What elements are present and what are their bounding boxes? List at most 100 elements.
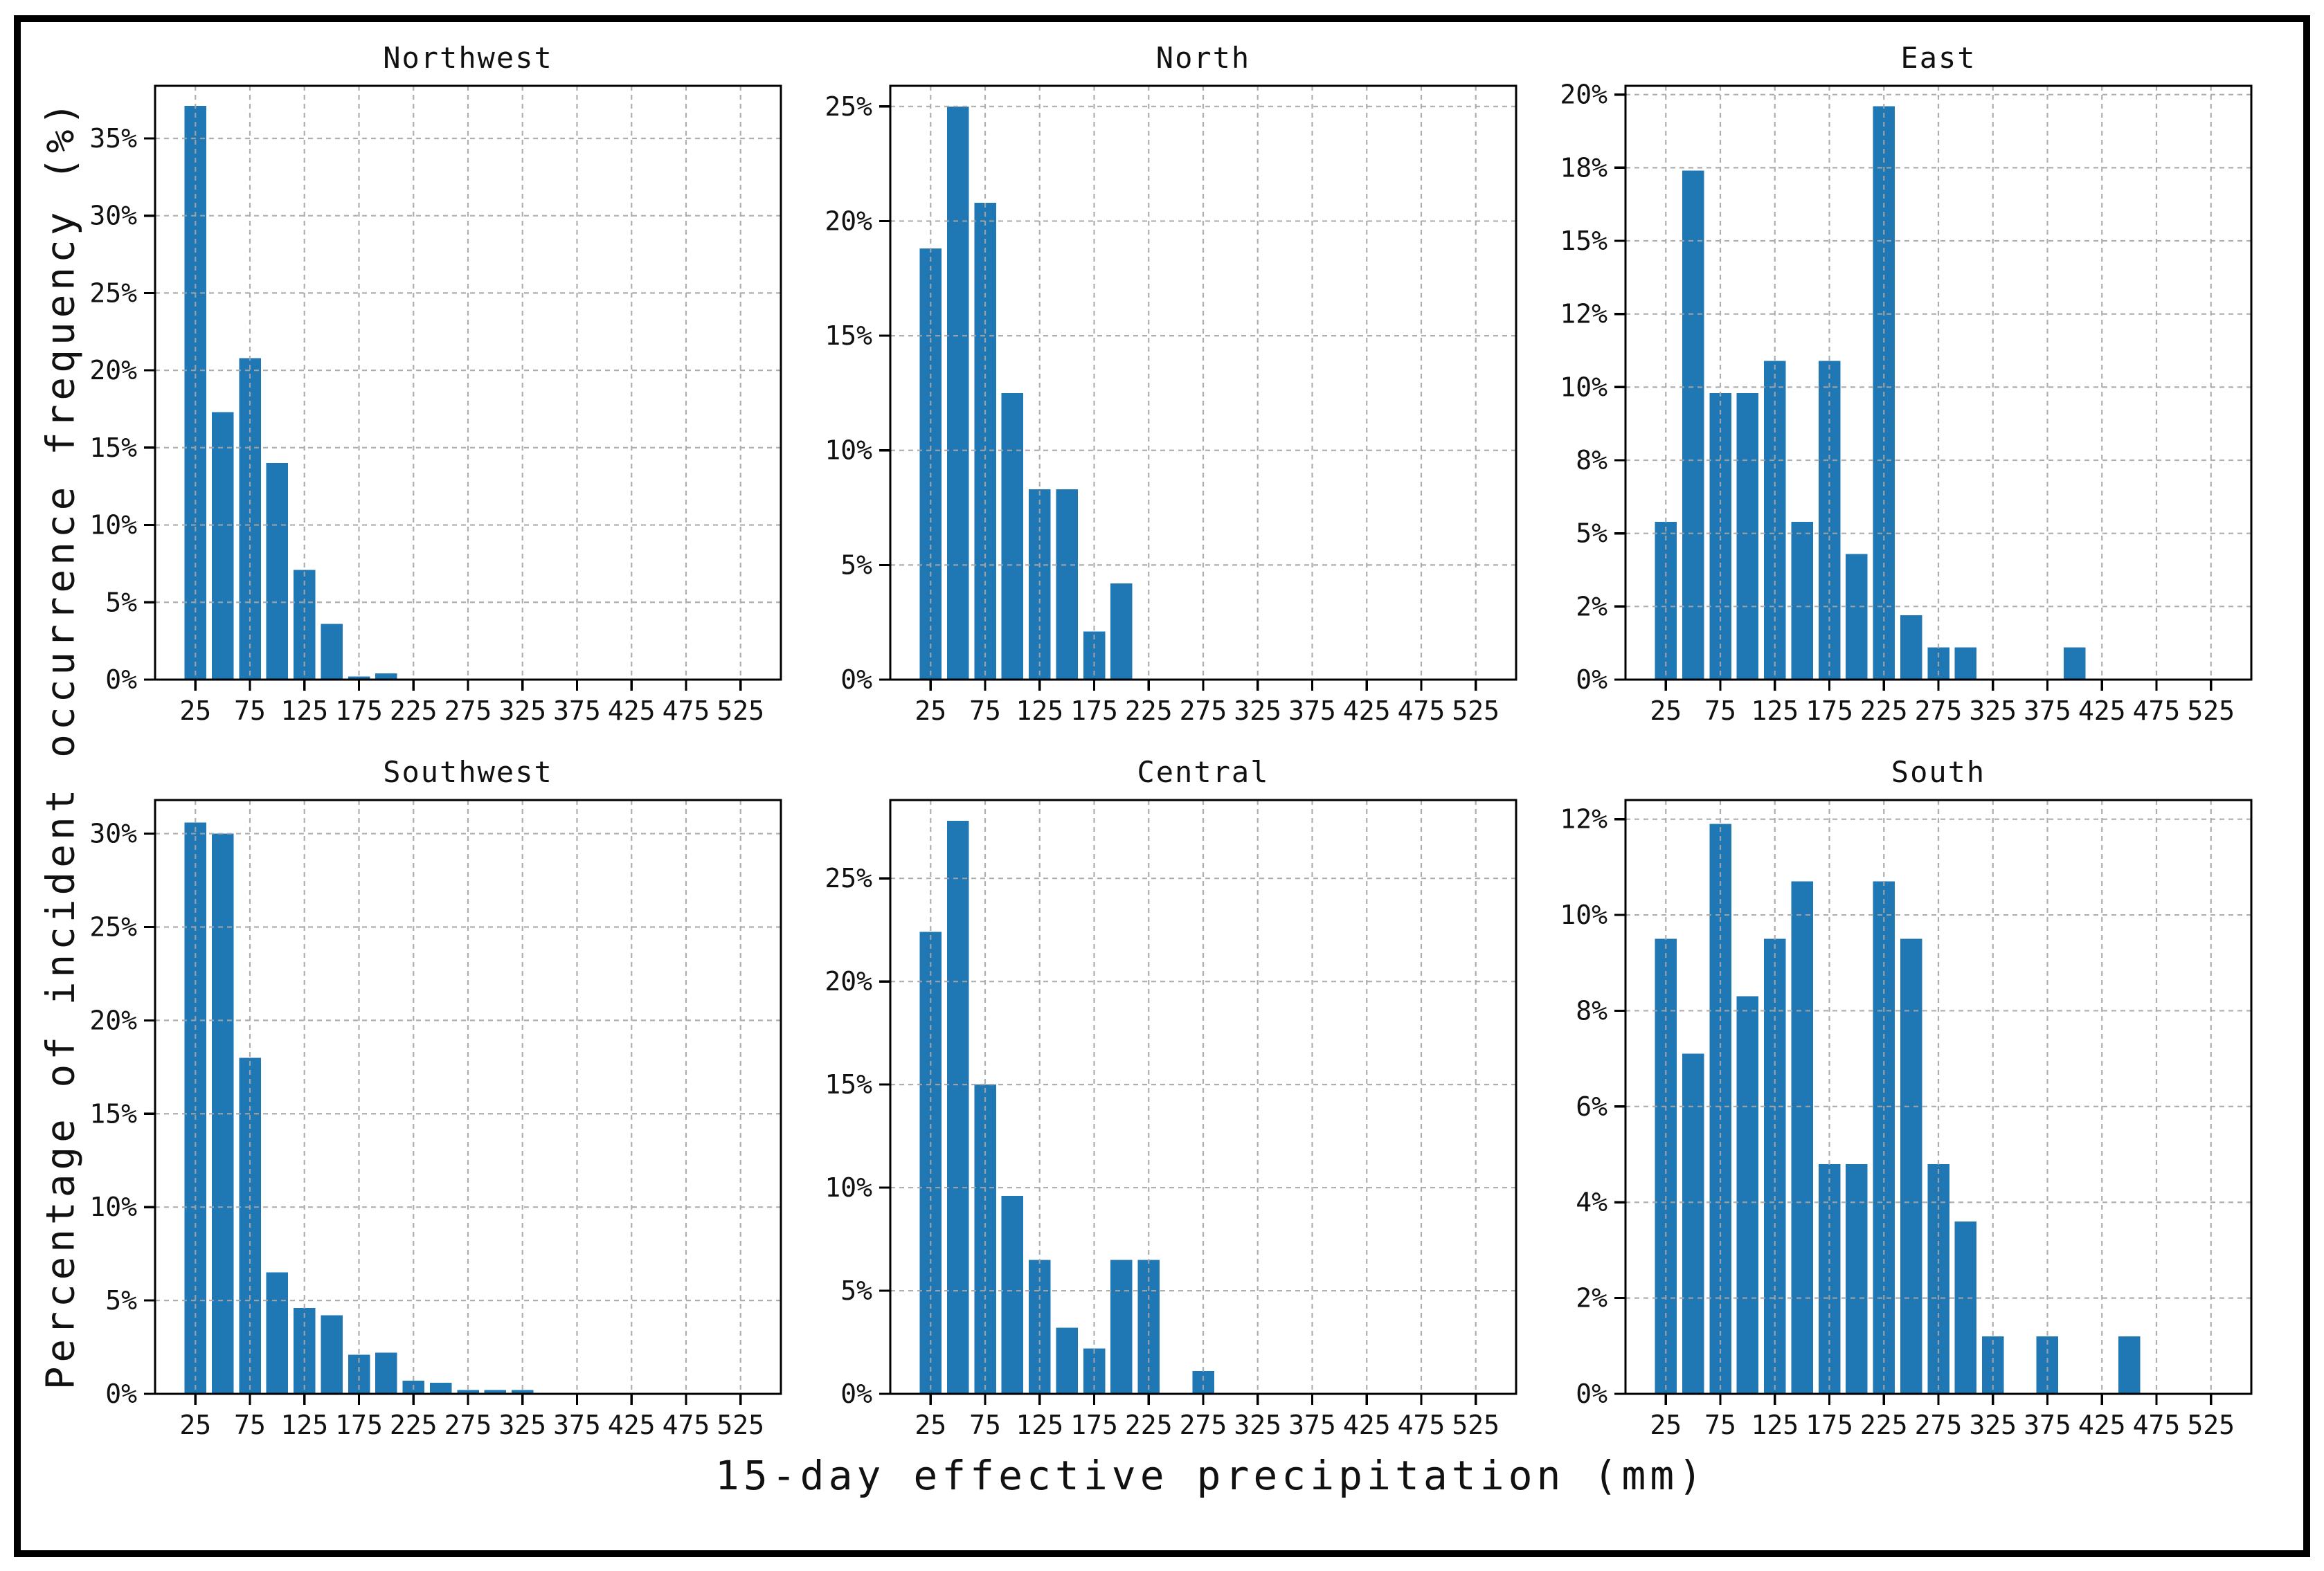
chart-svg-east: 25 75 125 175 225 275 325 375 425 475 525 0% 2% 5% 8% 1… <box>1560 80 2253 726</box>
chart-svg-northwest: 25 75 125 175 225 275 325 375 425 475 525 0% 5% 10% 15… <box>89 84 782 726</box>
y-tick-label: 20% <box>89 1005 137 1035</box>
chart-svg-central: 25 75 125 175 225 275 325 375 425 475 525 0% 5% 10% 15… <box>825 799 1517 1440</box>
y-tick-label: 10% <box>89 510 137 541</box>
x-tick-label: 525 <box>717 696 764 726</box>
bar <box>375 673 397 680</box>
x-tick-label: 525 <box>2187 696 2235 726</box>
x-tick-label: 175 <box>1070 696 1118 726</box>
x-tick-label: 525 <box>1452 696 1499 726</box>
y-tick-label: 8% <box>1576 445 1607 475</box>
x-tick-label: 75 <box>969 1410 1001 1440</box>
y-tick-label: 25% <box>89 911 137 942</box>
x-tick-label: 125 <box>280 1410 328 1440</box>
x-tick-label: 75 <box>1704 696 1736 726</box>
bar <box>1682 1053 1704 1394</box>
y-tick-label: 5% <box>840 1275 872 1306</box>
x-tick-label: 325 <box>1969 696 2017 726</box>
y-tick-label: 4% <box>1576 1187 1607 1217</box>
bar <box>1192 1371 1214 1394</box>
bar <box>1900 938 1922 1394</box>
bar <box>1001 392 1024 680</box>
y-tick-label: 0% <box>105 1379 137 1409</box>
x-tick-label: 225 <box>1125 696 1173 726</box>
y-tick-label: 35% <box>89 123 137 154</box>
y-tick-label: 12% <box>1560 299 1607 329</box>
subplot-central: Central 25 75 125 175 225 275 325 375 425 475 525 0… <box>807 743 1527 1455</box>
x-tick-label: 275 <box>444 696 492 726</box>
x-tick-label: 425 <box>1343 1410 1391 1440</box>
y-tick-label: 10% <box>1560 372 1607 402</box>
chart-svg-south: 25 75 125 175 225 275 325 375 425 475 525 0% 2% 4% 6% 8… <box>1560 799 2253 1440</box>
y-tick-label: 5% <box>840 550 872 580</box>
y-tick-label: 10% <box>825 435 872 466</box>
y-tick-label: 20% <box>825 206 872 236</box>
bar <box>1900 615 1922 680</box>
y-tick-label: 6% <box>1576 1091 1607 1122</box>
bar <box>457 1390 479 1394</box>
y-tick-label: 2% <box>1576 1283 1607 1314</box>
bar <box>211 412 234 680</box>
x-tick-label: 475 <box>2133 1410 2181 1440</box>
y-tick-label: 0% <box>840 664 872 695</box>
x-tick-label: 175 <box>1070 1410 1118 1440</box>
x-tick-label: 25 <box>179 696 211 726</box>
x-tick-label: 425 <box>1343 696 1391 726</box>
y-tick-label: 20% <box>825 966 872 997</box>
bar <box>1682 170 1704 680</box>
y-tick-label: 10% <box>1560 900 1607 930</box>
y-tick-label: 25% <box>825 91 872 122</box>
x-tick-label: 175 <box>335 1410 383 1440</box>
y-tick-label: 15% <box>89 1098 137 1129</box>
y-tick-label: 15% <box>825 1069 872 1100</box>
y-tick-label: 30% <box>89 201 137 231</box>
x-tick-label: 25 <box>915 696 946 726</box>
bar <box>1846 554 1868 680</box>
bar <box>2036 1336 2059 1394</box>
chart-title: Southwest <box>383 755 553 789</box>
x-tick-label: 425 <box>608 696 656 726</box>
x-tick-label: 75 <box>1704 1410 1736 1440</box>
bar <box>512 1390 534 1394</box>
x-tick-label: 275 <box>1915 696 1963 726</box>
subplot-north: North 25 75 125 175 225 275 325 375 425 475 525 0% 5… <box>807 29 1527 741</box>
bar <box>1982 1336 2004 1394</box>
chart-title: East <box>1900 41 1976 75</box>
x-tick-label: 75 <box>969 696 1001 726</box>
x-tick-label: 375 <box>1288 696 1336 726</box>
bar <box>1110 583 1133 680</box>
x-tick-label: 475 <box>1398 696 1445 726</box>
y-tick-label: 12% <box>1560 804 1607 835</box>
x-tick-label: 325 <box>1969 1410 2017 1440</box>
x-tick-label: 275 <box>1915 1410 1963 1440</box>
x-tick-label: 475 <box>2133 696 2181 726</box>
x-tick-label: 325 <box>1234 1410 1281 1440</box>
bar <box>946 820 969 1394</box>
bar <box>1056 1327 1078 1394</box>
chart-svg-north: 25 75 125 175 225 275 325 375 425 475 525 0% 5% 10% 15… <box>825 84 1517 726</box>
bar <box>1655 938 1677 1394</box>
bar <box>294 570 316 680</box>
y-tick-label: 15% <box>825 320 872 351</box>
bar <box>1764 938 1786 1394</box>
y-tick-label: 5% <box>1576 518 1607 549</box>
x-tick-label: 225 <box>1860 1410 1908 1440</box>
bar <box>2064 647 2086 680</box>
x-tick-label: 225 <box>1125 1410 1173 1440</box>
y-tick-label: 0% <box>105 664 137 695</box>
x-tick-label: 525 <box>1452 1410 1499 1440</box>
x-tick-label: 375 <box>2024 696 2071 726</box>
y-tick-label: 5% <box>105 587 137 617</box>
y-tick-label: 15% <box>89 433 137 463</box>
bar <box>1110 1260 1133 1394</box>
x-tick-label: 475 <box>663 1410 710 1440</box>
x-tick-label: 25 <box>915 1410 946 1440</box>
x-tick-label: 25 <box>179 1410 211 1440</box>
bar <box>1954 1221 1977 1394</box>
x-tick-label: 375 <box>2024 1410 2071 1440</box>
x-tick-label: 275 <box>444 1410 492 1440</box>
x-tick-label: 475 <box>663 696 710 726</box>
y-tick-label: 25% <box>825 863 872 893</box>
x-tick-label: 275 <box>1180 696 1227 726</box>
y-tick-label: 30% <box>89 819 137 849</box>
